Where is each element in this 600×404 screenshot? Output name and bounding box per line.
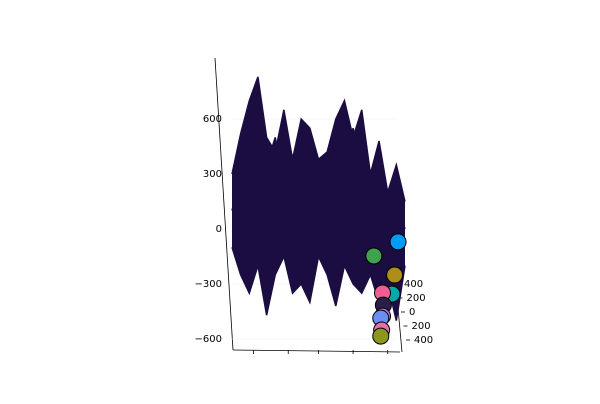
scatter-point	[365, 247, 383, 265]
z-tick-label: 600	[203, 114, 222, 125]
z-tick-label: −300	[195, 279, 222, 290]
surface-row	[231, 76, 406, 202]
x-axis-line	[232, 349, 401, 353]
z-axis-line	[214, 57, 234, 351]
z-tick-label: 300	[203, 169, 222, 180]
y-tick-label: 200	[412, 321, 431, 332]
scatter-point	[389, 233, 407, 251]
y-tick-label: 0	[409, 307, 415, 318]
surface-row	[231, 127, 406, 230]
scatter-point	[372, 327, 390, 345]
y-tick-label: 400	[414, 335, 433, 346]
z-tick-label: −600	[195, 334, 222, 345]
y-tick-label: 200	[407, 293, 426, 304]
z-tick-label: 0	[216, 224, 222, 235]
y-tick-label: 400	[404, 279, 423, 290]
scatter-point	[386, 266, 404, 284]
